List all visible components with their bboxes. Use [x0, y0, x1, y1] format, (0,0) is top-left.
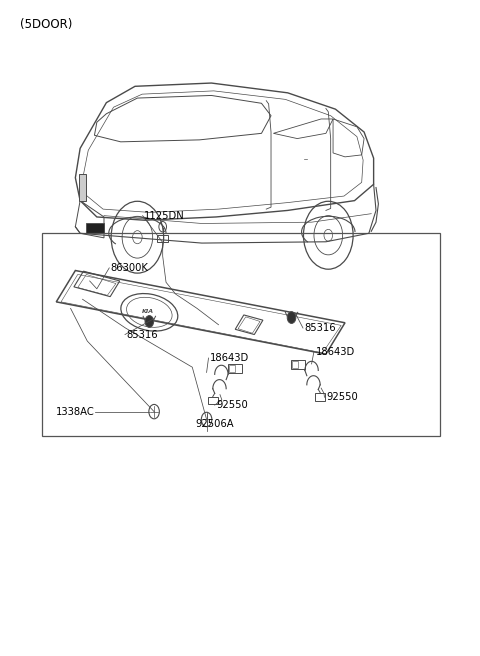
Bar [42, 234, 441, 436]
Polygon shape [86, 224, 104, 234]
Bar [291, 361, 298, 368]
Text: KIA: KIA [142, 309, 155, 314]
Text: 86300K: 86300K [110, 263, 148, 273]
Text: 1338AC: 1338AC [56, 407, 95, 417]
Bar [290, 360, 305, 369]
Bar [157, 235, 168, 243]
Polygon shape [79, 174, 86, 201]
Circle shape [145, 316, 154, 327]
Text: 92550: 92550 [216, 400, 248, 410]
Text: 85316: 85316 [126, 329, 158, 340]
Text: (5DOOR): (5DOOR) [21, 18, 73, 31]
Bar [229, 365, 236, 372]
Bar [208, 397, 217, 405]
Text: 18643D: 18643D [315, 346, 355, 356]
Text: 85316: 85316 [304, 323, 336, 333]
Text: 92506A: 92506A [196, 419, 235, 429]
Text: 92550: 92550 [326, 392, 358, 402]
Text: 18643D: 18643D [210, 353, 249, 363]
Circle shape [287, 312, 296, 323]
Text: 1125DN: 1125DN [144, 211, 184, 220]
Bar [228, 364, 242, 373]
Bar [315, 393, 325, 401]
